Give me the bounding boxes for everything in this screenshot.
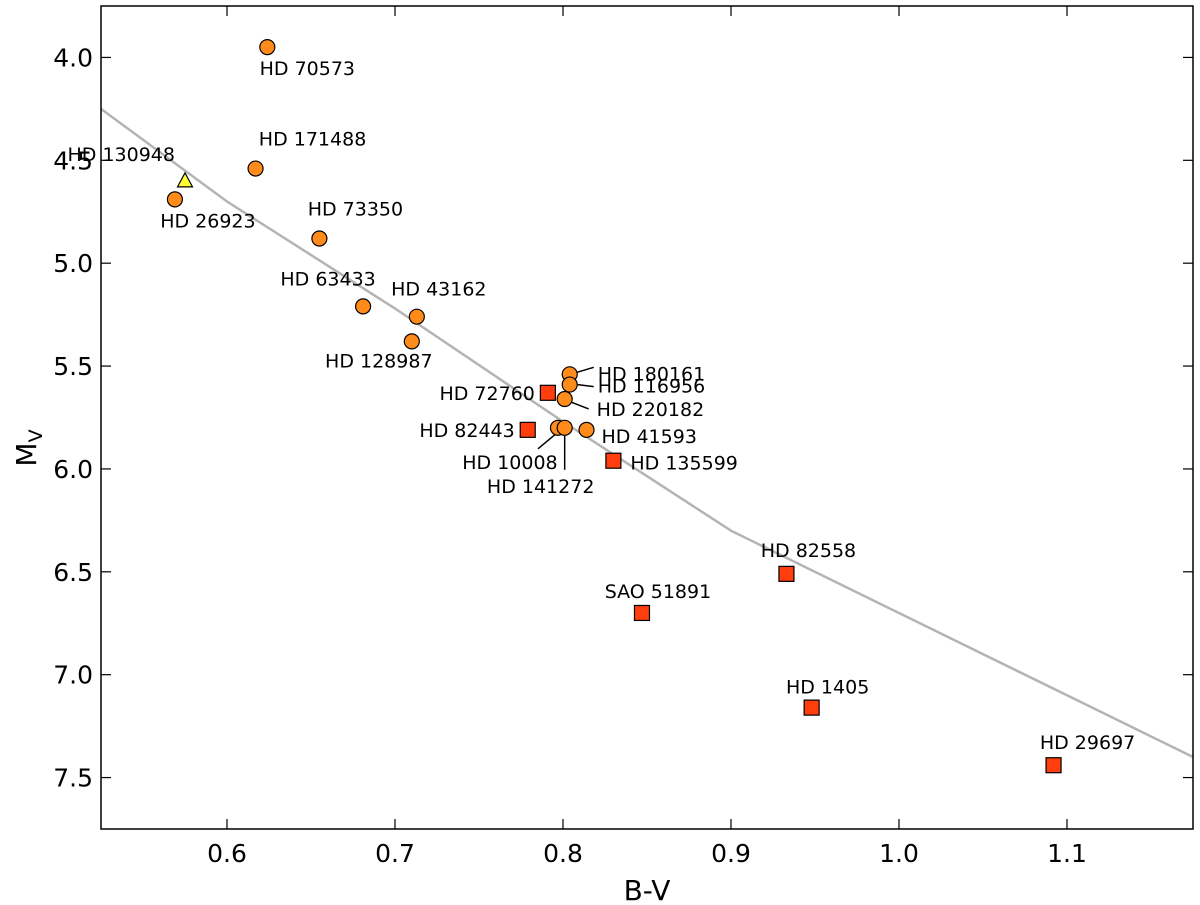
label-hd-26923: HD 26923 bbox=[160, 210, 255, 232]
point-hd-70573 bbox=[259, 39, 276, 56]
point-sao-51891 bbox=[633, 604, 651, 622]
label-hd-70573: HD 70573 bbox=[260, 58, 355, 80]
x-tick-label: 1.1 bbox=[1047, 839, 1087, 868]
x-tick-label: 1.0 bbox=[879, 839, 919, 868]
label-hd-63433: HD 63433 bbox=[280, 268, 375, 290]
label-hd-180161: HD 180161 bbox=[598, 363, 706, 385]
point-hd-128987 bbox=[403, 333, 420, 350]
y-tick-label: 6.5 bbox=[53, 558, 93, 587]
label-hd-220182: HD 220182 bbox=[597, 399, 705, 421]
point-hd-29697 bbox=[1045, 757, 1062, 774]
point-hd-82558 bbox=[778, 565, 795, 582]
point-hd-43162 bbox=[408, 308, 425, 325]
point-hd-63433 bbox=[354, 298, 372, 315]
label-hd-116956: HD 116956 bbox=[598, 376, 706, 398]
point-hd-171488 bbox=[247, 160, 264, 177]
y-tick-label: 6.0 bbox=[53, 455, 93, 484]
plot-frame bbox=[100, 5, 1194, 830]
label-sao-51891: SAO 51891 bbox=[605, 581, 712, 603]
label-hd-82558: HD 82558 bbox=[761, 540, 856, 562]
label-hd-141272: HD 141272 bbox=[487, 476, 595, 498]
label-hd-41593: HD 41593 bbox=[602, 426, 697, 448]
label-hd-130948: HD 130948 bbox=[68, 144, 176, 166]
y-tick-label: 5.5 bbox=[53, 352, 93, 381]
point-hd-82443 bbox=[519, 421, 536, 438]
point-hd-116956 bbox=[561, 376, 578, 393]
point-hd-26923 bbox=[166, 191, 184, 208]
y-tick-label: 7.0 bbox=[53, 661, 93, 690]
x-tick-label: 0.9 bbox=[711, 839, 751, 868]
point-hd-72760 bbox=[539, 384, 556, 401]
curve-layer bbox=[100, 107, 1194, 759]
label-hd-43162: HD 43162 bbox=[391, 279, 486, 301]
point-hd-73350 bbox=[311, 230, 328, 247]
label-hd-135599: HD 135599 bbox=[630, 453, 738, 475]
marker-layer bbox=[166, 39, 1062, 774]
y-axis-title-main: M bbox=[10, 442, 43, 466]
label-hd-29697: HD 29697 bbox=[1040, 732, 1135, 754]
leader-line-hd-10008 bbox=[537, 433, 557, 450]
label-hd-72760: HD 72760 bbox=[439, 383, 534, 405]
label-layer: HD 70573 HD 171488 HD 26923 HD 73350 HD 6343… bbox=[68, 58, 1136, 754]
y-axis-title-subscript: V bbox=[25, 429, 47, 442]
y-axis-title: MV bbox=[10, 429, 47, 466]
frame-layer bbox=[100, 5, 1194, 830]
y-tick-label: 4.5 bbox=[53, 146, 93, 175]
label-hd-82443: HD 82443 bbox=[419, 420, 514, 442]
tick-layer: 0.6 0.7 0.8 0.9 1.0 1.1 4.0 4.5 5.0 5.5 6.0 6.5 7.0 7… bbox=[53, 6, 1193, 868]
label-hd-73350: HD 73350 bbox=[308, 198, 403, 220]
leader-line-hd-116956 bbox=[577, 383, 594, 388]
label-hd-1405: HD 1405 bbox=[786, 677, 869, 699]
leader-line-hd-220182 bbox=[570, 401, 589, 410]
point-hd-220182 bbox=[556, 390, 573, 408]
y-tick-label: 7.5 bbox=[53, 764, 93, 793]
y-tick-label: 5.0 bbox=[53, 249, 93, 278]
point-hd-135599 bbox=[605, 452, 622, 469]
point-hd-130948 bbox=[176, 171, 194, 188]
point-hd-1405 bbox=[803, 699, 820, 716]
point-hd-41593 bbox=[578, 421, 595, 438]
x-axis-title: B-V bbox=[624, 874, 671, 905]
label-hd-10008: HD 10008 bbox=[462, 452, 557, 474]
x-tick-label: 0.7 bbox=[375, 839, 415, 868]
label-hd-171488: HD 171488 bbox=[259, 129, 367, 151]
point-hd-141272 bbox=[556, 419, 573, 436]
reference-curve bbox=[100, 107, 1194, 759]
x-tick-label: 0.8 bbox=[543, 839, 583, 868]
x-tick-label: 0.6 bbox=[207, 839, 247, 868]
label-hd-128987: HD 128987 bbox=[325, 350, 433, 372]
y-tick-label: 4.0 bbox=[53, 43, 93, 72]
